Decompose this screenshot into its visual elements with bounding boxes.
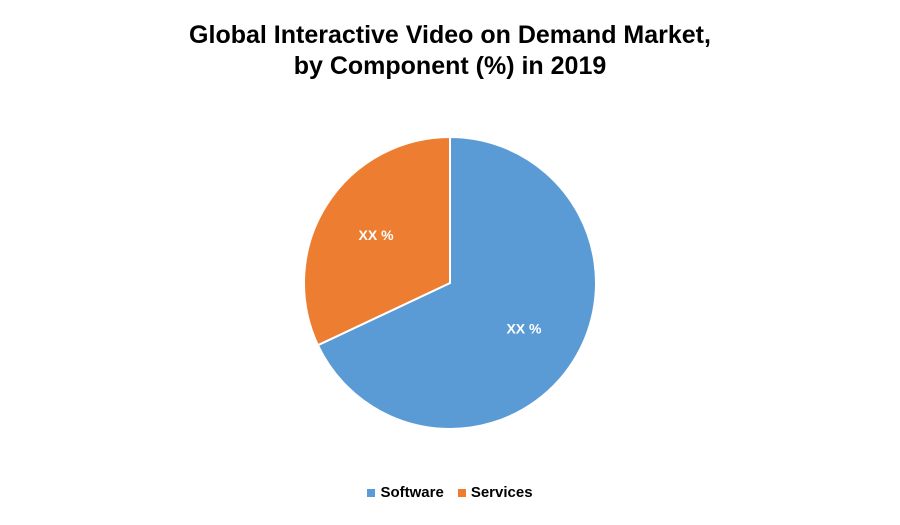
- pie-slice-label-software: XX %: [506, 321, 542, 337]
- pie-slice-software: [316, 135, 597, 430]
- chart-title-line-1: Global Interactive Video on Demand Marke…: [189, 21, 711, 49]
- legend-item-services: Services: [457, 484, 533, 501]
- pie-slice-services: [303, 135, 451, 347]
- pie-slice-label-services: XX %: [359, 227, 395, 243]
- chart-legend: Software Services: [0, 484, 900, 501]
- legend-item-software: Software: [367, 484, 444, 501]
- legend-swatch-services: [457, 488, 466, 497]
- legend-label-services: Services: [470, 484, 533, 501]
- legend-swatch-software: [367, 488, 376, 497]
- pie-slices: [303, 135, 597, 430]
- pie-slice-labels: XX % XX %: [359, 227, 542, 337]
- chart-title-line-2: by Component (%) in 2019: [293, 52, 607, 80]
- chart-title: Global Interactive Video on Demand Marke…: [0, 20, 900, 82]
- legend-label-software: Software: [380, 484, 444, 501]
